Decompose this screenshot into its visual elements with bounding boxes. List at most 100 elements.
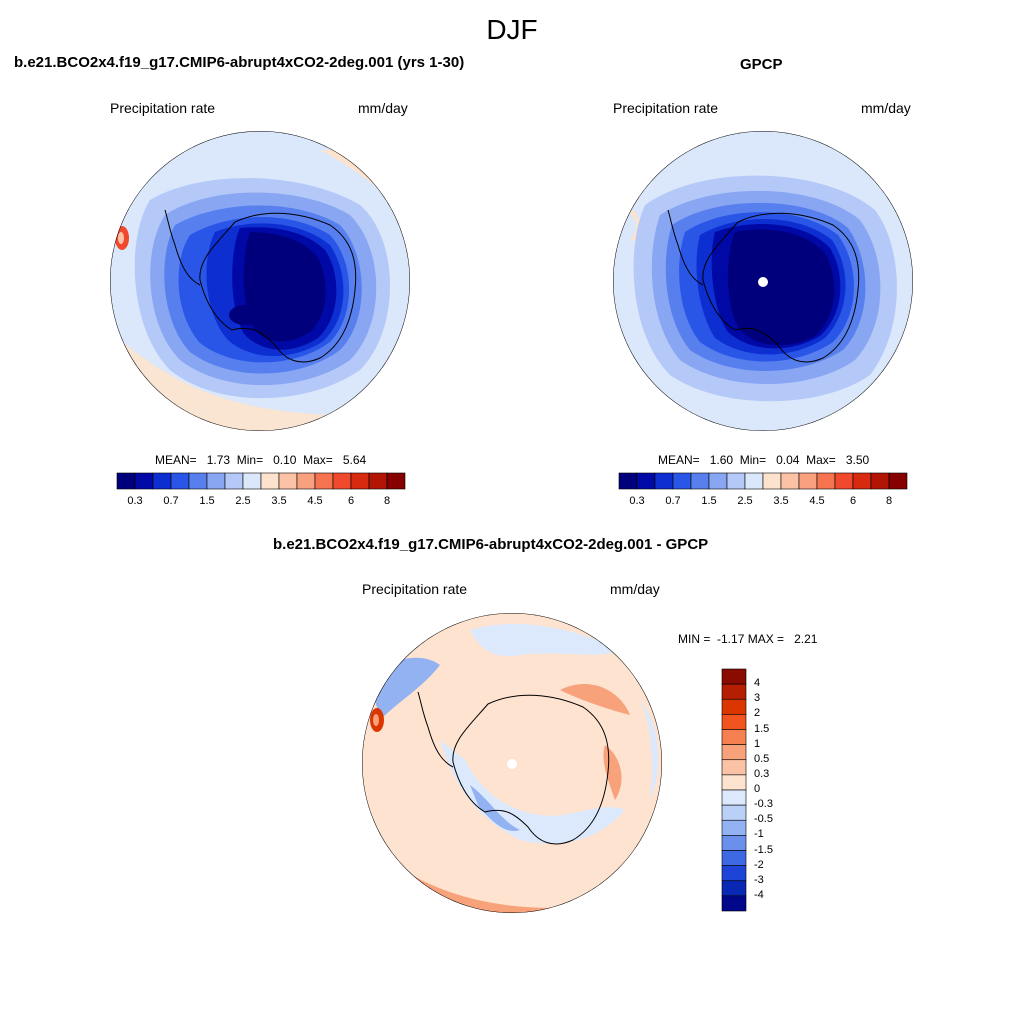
diff-max-label: MAX = <box>747 632 785 646</box>
obs-swatch <box>726 472 746 490</box>
model-tick-label: 8 <box>383 495 391 507</box>
diff-swatch <box>721 865 747 882</box>
obs-swatch <box>690 472 710 490</box>
diff-swatch <box>721 714 747 730</box>
diff-swatch <box>721 789 747 806</box>
model-swatch <box>350 472 370 490</box>
diff-panel-title: b.e21.BCO2x4.f19_g17.CMIP6-abrupt4xCO2-2… <box>273 536 709 553</box>
obs-min-value: 0.04 <box>776 453 800 467</box>
obs-swatch <box>888 472 908 490</box>
obs-max-value: 3.50 <box>845 453 870 467</box>
diff-tick-label: 0.5 <box>754 752 770 765</box>
obs-tick-label: 6 <box>849 495 857 507</box>
obs-tick-label: 4.5 <box>809 495 825 507</box>
obs-tick-label: 0.7 <box>665 495 681 507</box>
diff-tick-label: -3 <box>754 873 764 886</box>
model-stats: MEAN= 1.73 Min= 0.10 Max= 5.64 <box>155 453 366 467</box>
obs-swatch <box>672 472 692 490</box>
diff-tick-label: -1.5 <box>754 843 773 856</box>
model-variable-label: Precipitation rate <box>110 100 216 116</box>
model-tick-label: 6 <box>347 495 355 507</box>
model-tick-label: 2.5 <box>235 495 251 507</box>
model-min-label: Min= <box>236 453 264 467</box>
model-max-label: Max= <box>303 453 333 467</box>
model-swatch <box>332 472 352 490</box>
diff-tick-label: 1.5 <box>754 722 770 735</box>
diff-swatch <box>721 668 747 685</box>
diff-units-label: mm/day <box>610 581 660 597</box>
obs-tick-label: 8 <box>885 495 893 507</box>
model-swatch <box>134 472 154 490</box>
diff-tick-label: -0.3 <box>754 798 773 811</box>
obs-swatch <box>870 472 890 490</box>
diff-tick-label: 0.3 <box>754 767 770 780</box>
diff-swatch <box>721 850 747 866</box>
diff-colorbar <box>721 668 747 912</box>
obs-swatch <box>762 472 782 490</box>
model-swatch <box>260 472 280 490</box>
obs-swatch <box>744 472 764 490</box>
obs-swatch <box>636 472 656 490</box>
model-units-label: mm/day <box>358 100 408 116</box>
model-swatch <box>224 472 244 490</box>
obs-swatch <box>816 472 836 490</box>
diff-tick-label: 4 <box>754 677 761 690</box>
model-tick-label: 4.5 <box>307 495 323 507</box>
model-swatch <box>368 472 388 490</box>
model-mean-value: 1.73 <box>206 453 231 467</box>
model-swatch <box>152 472 172 490</box>
diff-swatch <box>721 804 747 821</box>
model-tick-label: 0.3 <box>127 495 143 507</box>
model-colorbar <box>116 472 406 490</box>
diff-swatch <box>721 880 747 897</box>
diff-swatch <box>721 683 747 700</box>
diff-swatch <box>721 774 747 791</box>
diff-tick-label: -2 <box>754 858 764 871</box>
model-max-value: 5.64 <box>342 453 367 467</box>
obs-mean-label: MEAN= <box>658 453 700 467</box>
model-swatch <box>116 472 136 490</box>
obs-tick-label: 2.5 <box>737 495 753 507</box>
model-swatch <box>278 472 298 490</box>
diff-swatch <box>721 759 747 776</box>
diff-variable-label: Precipitation rate <box>362 581 468 597</box>
diff-swatch <box>721 744 747 761</box>
diff-tick-label: 0 <box>754 783 761 795</box>
obs-swatch <box>780 472 800 490</box>
model-swatch <box>296 472 316 490</box>
obs-tick-label: 3.5 <box>773 495 789 507</box>
diff-swatch <box>721 819 747 836</box>
diff-tick-label: -0.5 <box>754 813 773 826</box>
model-swatch <box>206 472 226 490</box>
obs-swatch <box>798 472 818 490</box>
obs-panel-title: GPCP <box>740 56 783 73</box>
diff-swatch <box>721 698 747 715</box>
model-swatch <box>386 472 406 490</box>
figure-title: DJF <box>486 14 538 45</box>
diff-swatch <box>721 835 747 851</box>
obs-units-label: mm/day <box>861 100 911 116</box>
diff-max-value: 2.21 <box>794 632 818 646</box>
diff-stats: MIN = -1.17 MAX = 2.21 <box>678 632 817 646</box>
obs-stats: MEAN= 1.60 Min= 0.04 Max= 3.50 <box>658 453 869 467</box>
diff-tick-label: -4 <box>754 888 764 901</box>
diff-min-label: MIN = <box>678 632 711 646</box>
model-swatch <box>242 472 262 490</box>
model-min-value: 0.10 <box>273 453 297 467</box>
model-map <box>110 131 410 431</box>
model-tick-label: 3.5 <box>271 495 287 507</box>
obs-variable-label: Precipitation rate <box>613 100 719 116</box>
diff-tick-label: 2 <box>754 707 761 720</box>
model-tick-label: 0.7 <box>163 495 179 507</box>
diff-swatch <box>721 895 747 912</box>
diff-tick-label: 1 <box>754 737 761 750</box>
diff-min-value: -1.17 <box>717 632 745 646</box>
obs-mean-value: 1.60 <box>709 453 734 467</box>
model-swatch <box>188 472 208 490</box>
obs-map <box>613 131 913 431</box>
obs-tick-label: 0.3 <box>629 495 645 507</box>
obs-swatch <box>654 472 674 490</box>
model-mean-label: MEAN= <box>155 453 197 467</box>
diff-map <box>362 613 662 913</box>
